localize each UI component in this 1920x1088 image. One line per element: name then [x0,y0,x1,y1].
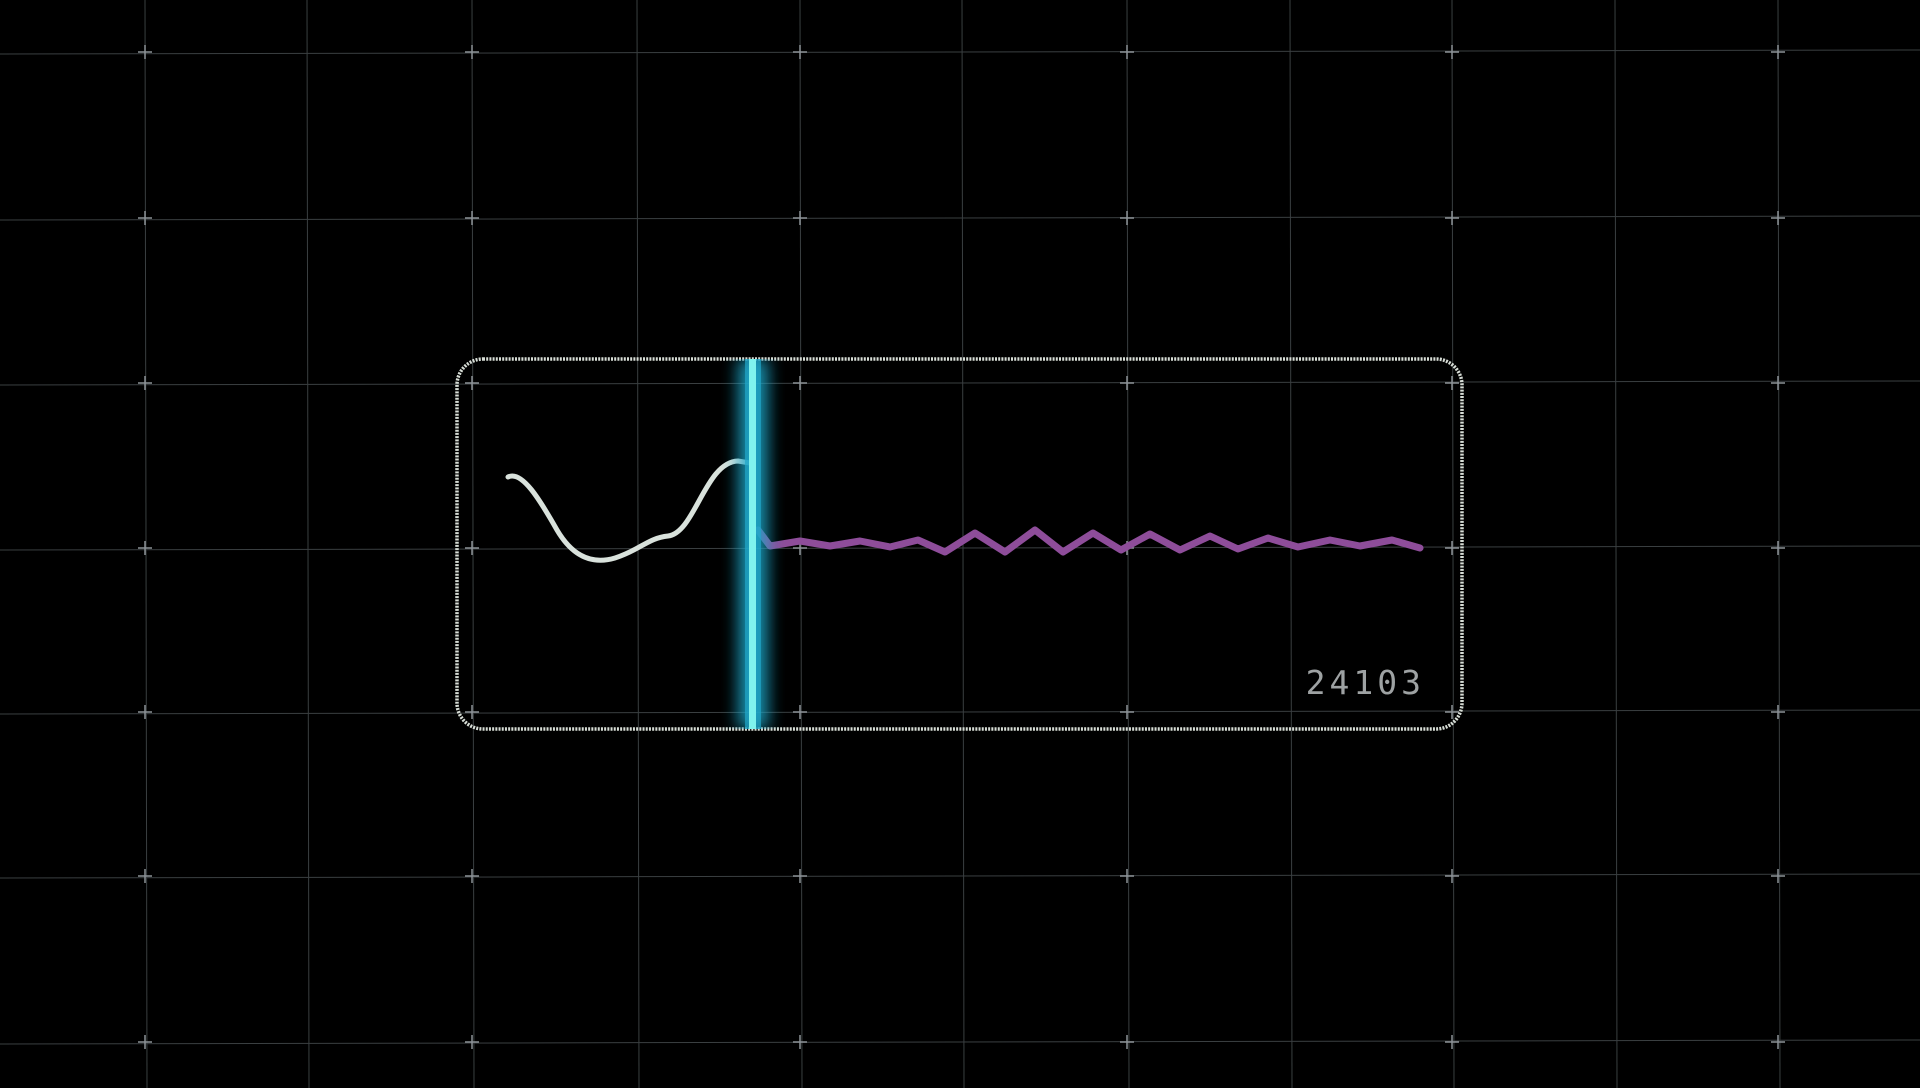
panel-border [455,357,1464,731]
crosshair-marker [1445,869,1459,883]
crosshair-marker [465,705,479,719]
output-signal-wave [754,526,1424,556]
crosshair-marker [1771,705,1785,719]
crosshair-marker [1445,1035,1459,1049]
crosshair-marker [465,376,479,390]
crosshair-marker [465,211,479,225]
grid-line-horizontal [0,1039,1920,1045]
crosshair-marker [1445,376,1459,390]
grid-line-horizontal [0,49,1920,55]
crosshair-marker [793,1035,807,1049]
scanner-beam [738,359,768,729]
crosshair-marker [1771,211,1785,225]
crosshair-marker [1120,376,1134,390]
counter-readout: 24103 [1306,663,1425,702]
crosshair-marker [465,869,479,883]
crosshair-marker [138,1035,152,1049]
crosshair-marker [1771,541,1785,555]
crosshair-marker [465,1035,479,1049]
crosshair-marker [1771,376,1785,390]
crosshair-marker [138,541,152,555]
grid-line-vertical [1451,0,1455,1088]
crosshair-marker [1445,211,1459,225]
crosshair-marker [1445,45,1459,59]
grid-line-vertical [1777,0,1781,1088]
crosshair-marker [138,705,152,719]
grid-line-vertical [636,0,640,1088]
grid-line-horizontal [0,215,1920,221]
crosshair-marker [138,869,152,883]
crosshair-marker [138,45,152,59]
crosshair-marker [793,45,807,59]
crosshair-marker [1771,45,1785,59]
input-signal-wave-main [505,458,753,563]
grid-line-vertical [144,0,148,1088]
crosshair-marker [1120,45,1134,59]
signal-panel: 24103 [455,357,1464,731]
crosshair-marker [793,705,807,719]
grid-line-vertical [306,0,310,1088]
grid-line-vertical [471,0,475,1088]
grid-line-horizontal [0,709,1920,715]
crosshair-marker [1120,705,1134,719]
crosshair-marker [1120,1035,1134,1049]
grid-line-horizontal [0,545,1920,551]
grid-line-horizontal [0,380,1920,386]
crosshair-marker [465,541,479,555]
crosshair-marker [1120,211,1134,225]
grid-line-horizontal [0,873,1920,879]
crosshair-marker [1445,705,1459,719]
crosshair-marker [793,211,807,225]
crosshair-marker [1771,1035,1785,1049]
crosshair-marker [1445,541,1459,555]
crosshair-marker [793,376,807,390]
crosshair-marker [1120,869,1134,883]
crosshair-marker [138,211,152,225]
crosshair-marker [793,869,807,883]
crosshair-marker [1771,869,1785,883]
grid-line-vertical [1614,0,1618,1088]
crosshair-marker [465,45,479,59]
crosshair-marker [138,376,152,390]
